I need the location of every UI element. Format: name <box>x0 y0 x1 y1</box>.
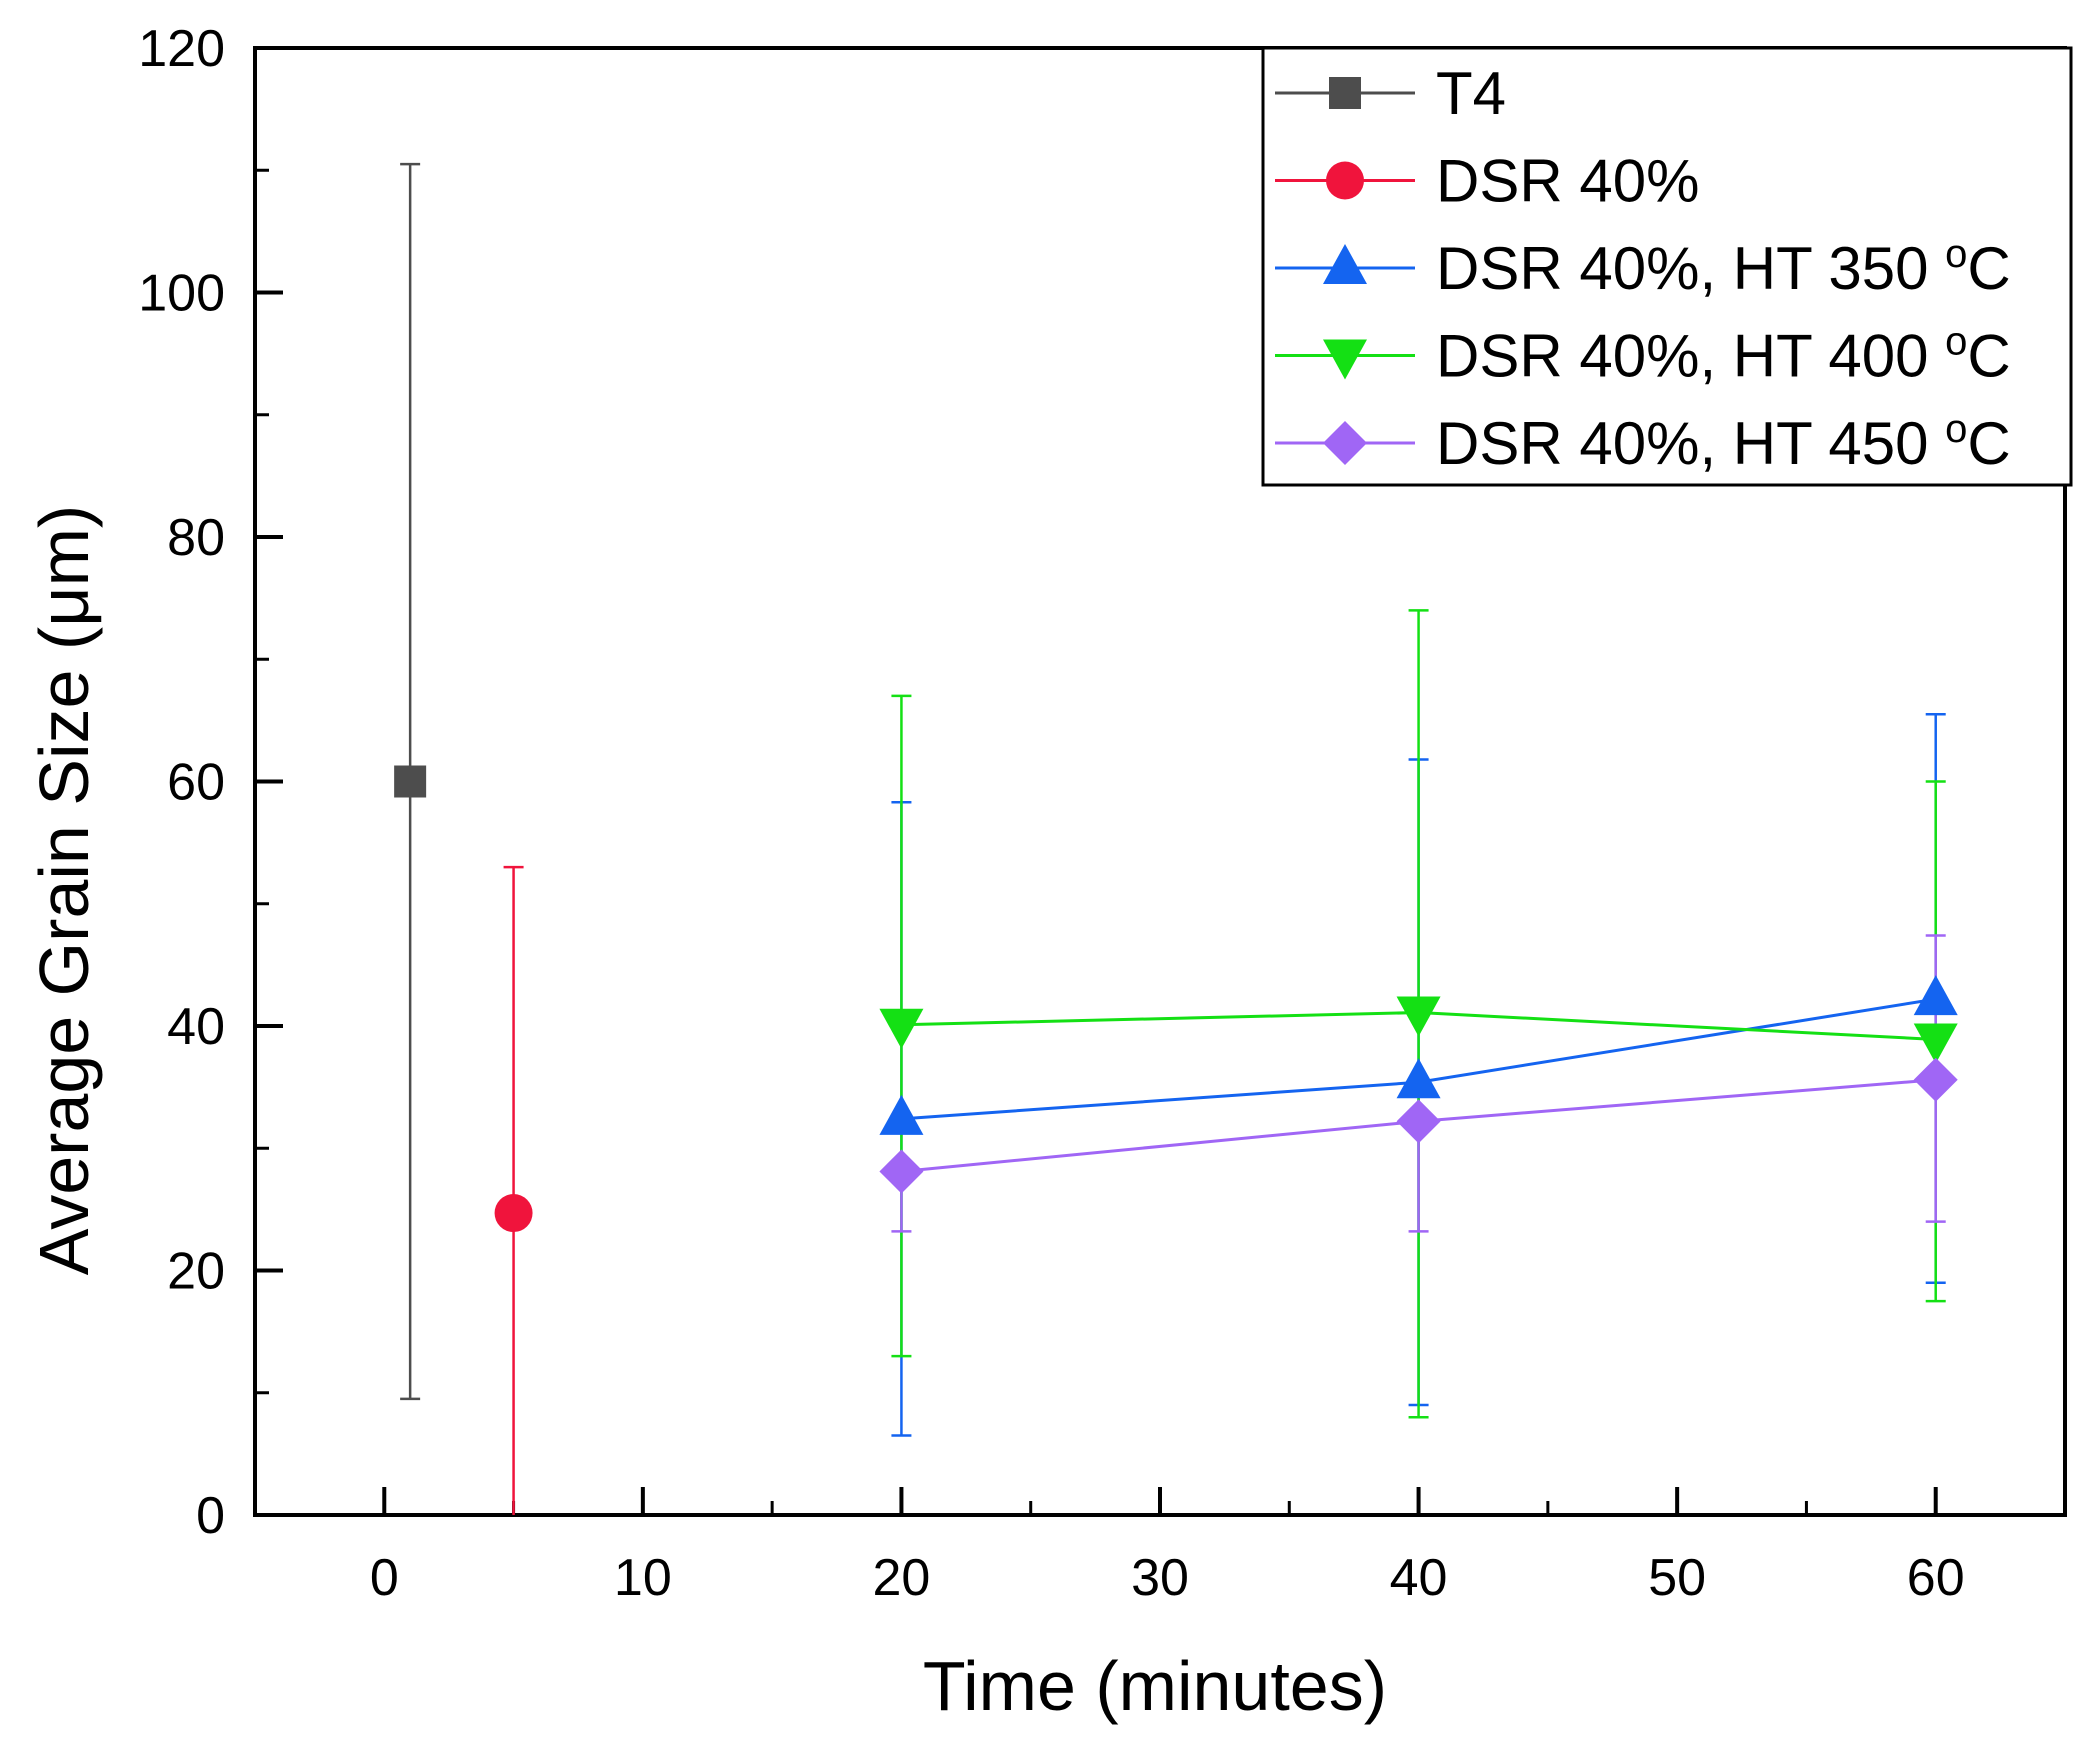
legend-marker-3 <box>1323 339 1367 380</box>
legend-marker-1 <box>1326 161 1364 200</box>
series-3-point <box>1913 1023 1958 1064</box>
y-axis-title-prefix: Average Grain Size ( <box>25 627 103 1275</box>
series-0-point <box>394 765 427 798</box>
x-tick-label: 30 <box>1131 1549 1189 1607</box>
axis-ticks: 0 10 20 30 40 50 60 0 20 40 60 80 100 120 <box>138 20 1964 1607</box>
series-1-point <box>494 1194 533 1233</box>
x-tick-label: 10 <box>614 1549 672 1607</box>
y-axis-title: Average Grain Size (μm) <box>25 505 103 1275</box>
y-tick-label: 60 <box>167 754 225 812</box>
x-tick-label: 50 <box>1648 1549 1706 1607</box>
x-axis-title: Time (minutes) <box>923 1647 1387 1725</box>
series-3-point <box>1396 996 1441 1037</box>
legend-marker-4 <box>1323 421 1367 465</box>
legend-label-0: T4 <box>1436 60 1506 127</box>
x-tick-label: 0 <box>370 1549 399 1607</box>
y-tick-label: 40 <box>167 998 225 1056</box>
legend-label-3: DSR 40%, HT 400 oC <box>1436 320 2011 390</box>
series-markers <box>394 765 1958 1233</box>
series-4-point <box>1396 1099 1441 1144</box>
legend-marker-0 <box>1329 77 1361 109</box>
legend: T4 DSR 40% DSR 40%, HT 350 oC DSR 40%, HT 4… <box>1261 46 2073 487</box>
series-4-point <box>879 1149 924 1194</box>
y-tick-label: 100 <box>138 265 225 323</box>
series-2-point <box>879 1094 924 1135</box>
series-3-point <box>879 1008 924 1049</box>
legend-label-2: DSR 40%, HT 350 oC <box>1436 232 2011 302</box>
legend-label-4: DSR 40%, HT 450 oC <box>1436 407 2011 477</box>
series-2-point <box>1913 975 1958 1016</box>
series-2-point <box>1396 1058 1441 1099</box>
series-4-point <box>1913 1057 1958 1102</box>
y-tick-label: 80 <box>167 509 225 567</box>
y-tick-label: 20 <box>167 1243 225 1301</box>
y-axis-title-suffix: ) <box>25 505 103 528</box>
x-tick-label: 60 <box>1907 1549 1965 1607</box>
y-axis-title-unit: μm <box>25 528 103 627</box>
x-tick-label: 40 <box>1390 1549 1448 1607</box>
legend-label-1: DSR 40% <box>1436 148 1699 215</box>
x-tick-label: 20 <box>873 1549 931 1607</box>
y-tick-label: 0 <box>196 1487 225 1545</box>
legend-marker-2 <box>1323 244 1367 284</box>
y-tick-label: 120 <box>138 20 225 78</box>
